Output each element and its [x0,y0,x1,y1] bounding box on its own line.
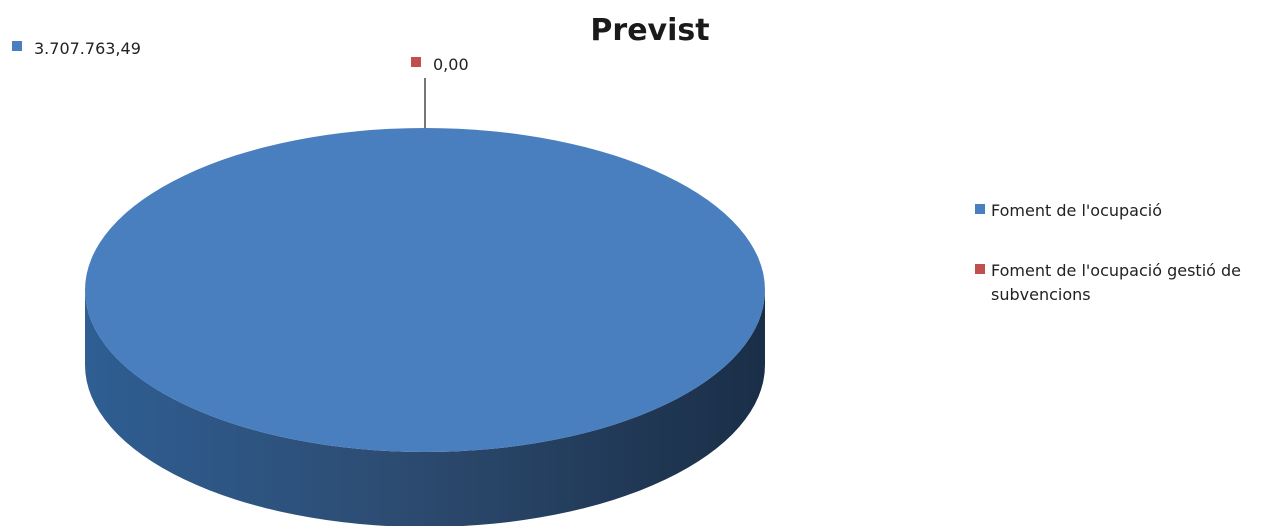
pie-slice-foment-ocupacio [85,128,765,452]
data-label-marker-gestio-subvencions [411,57,421,67]
legend-swatch-foment-ocupacio [975,204,985,214]
legend-swatch-gestio-subvencions [975,264,985,274]
legend: Foment de l'ocupació Foment de l'ocupaci… [975,201,1246,304]
data-label-marker-foment-ocupacio [12,41,22,51]
data-label-gestio-subvencions: 0,00 [433,55,469,74]
legend-label-foment-ocupacio: Foment de l'ocupació [991,201,1162,220]
legend-label-line-2: subvencions [991,285,1091,304]
data-label-foment-ocupacio: 3.707.763,49 [34,39,141,58]
legend-label-gestio-subvencions: Foment de l'ocupació gestió de subvencio… [991,261,1246,304]
legend-label-line-1: Foment de l'ocupació gestió de [991,261,1241,280]
chart-title: Previst [590,13,709,48]
